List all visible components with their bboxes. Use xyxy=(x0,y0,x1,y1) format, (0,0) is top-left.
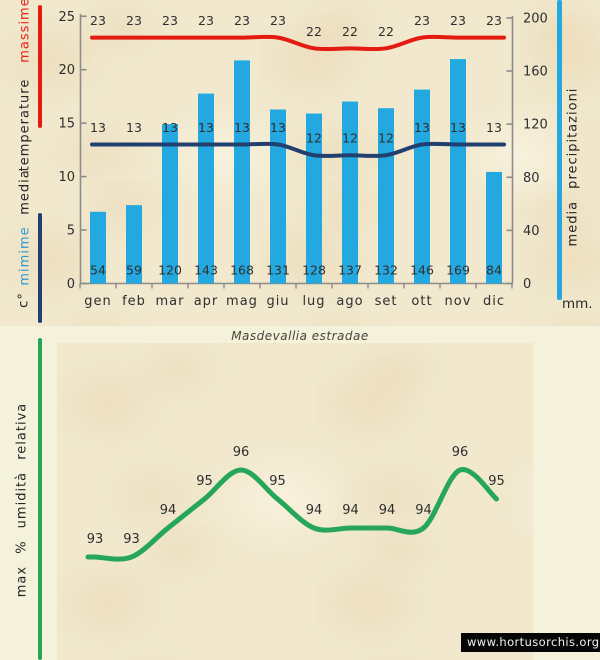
right-axis-tick-label: 80 xyxy=(523,171,540,186)
precipitation-bar xyxy=(342,101,358,284)
precipitation-value-label: 132 xyxy=(374,263,398,278)
left-axis-tick-label: 0 xyxy=(67,277,75,292)
humidity-line xyxy=(85,467,499,562)
min-temp-value-label: 13 xyxy=(234,120,250,135)
humidity-value-label: 95 xyxy=(196,474,213,489)
precipitation-value-label: 59 xyxy=(126,263,142,278)
precipitation-value-label: 168 xyxy=(230,263,254,278)
precipitation-bar xyxy=(90,211,106,284)
month-label: nov xyxy=(445,294,472,309)
precipitation-value-label: 54 xyxy=(90,263,106,278)
month-label: feb xyxy=(122,294,146,309)
max-temp-value-label: 23 xyxy=(234,13,250,28)
precipitation-bar xyxy=(198,93,214,284)
left-axis-tick-label: 5 xyxy=(67,224,75,239)
month-label: ott xyxy=(411,294,432,309)
max-temp-value-label: 23 xyxy=(126,13,142,28)
precipitation-value-label: 84 xyxy=(486,263,502,278)
right-axis-tick-label: 0 xyxy=(523,277,531,292)
max-temp-value-label: 23 xyxy=(198,13,214,28)
precipitation-bar xyxy=(126,205,142,284)
humidity-value-label: 96 xyxy=(233,445,250,460)
precipitation-bar xyxy=(270,109,286,284)
temperature-precipitation-chart: 25 20 15 10 5 0 200 160 120 80 40 0 23 23 23 23 23 23 22 22… xyxy=(58,10,548,309)
humidity-accent-bar xyxy=(38,338,42,660)
chart-title: Masdevallia estradae xyxy=(231,329,369,343)
month-label: mag xyxy=(226,294,258,309)
left-axis-tick-label: 25 xyxy=(58,10,75,25)
humidity-value-label: 94 xyxy=(379,503,396,518)
min-temp-value-label: 13 xyxy=(270,120,286,135)
min-temp-value-label: 12 xyxy=(378,131,394,146)
max-temp-value-label: 23 xyxy=(162,13,178,28)
precipitation-bar xyxy=(486,171,502,284)
humidity-value-label: 95 xyxy=(269,474,286,489)
max-temp-value-label: 22 xyxy=(378,24,394,39)
month-label: gen xyxy=(84,294,112,309)
precipitation-accent-bar xyxy=(557,0,562,300)
month-label: giu xyxy=(266,294,289,309)
left-axis-tick-label: 10 xyxy=(58,170,75,185)
max-temperature-line xyxy=(90,34,506,52)
right-axis-tick-label: 120 xyxy=(523,118,548,133)
humidity-value-label: 93 xyxy=(87,532,104,547)
max-temp-value-label: 22 xyxy=(342,24,358,39)
precipitation-bar xyxy=(234,60,250,284)
humidity-chart-panel xyxy=(57,343,533,660)
humidity-value-label: 96 xyxy=(452,445,469,460)
max-temp-value-label: 23 xyxy=(414,13,430,28)
humidity-chart: 93 93 94 95 96 95 94 94 94 94 96 95 xyxy=(85,445,505,562)
precipitation-value-label: 128 xyxy=(302,263,326,278)
right-axis-tick-label: 40 xyxy=(523,224,540,239)
humidity-value-label: 94 xyxy=(342,503,359,518)
right-axis-tick-label: 200 xyxy=(523,11,548,26)
humidity-value-label: 94 xyxy=(306,503,323,518)
min-temp-value-label: 13 xyxy=(486,120,502,135)
right-axis-tick-label: 160 xyxy=(523,65,548,80)
precipitation-bar xyxy=(162,124,178,284)
humidity-value-label: 95 xyxy=(488,474,505,489)
month-label: ago xyxy=(336,294,363,309)
precipitation-value-label: 146 xyxy=(410,263,434,278)
max-temp-value-label: 22 xyxy=(306,24,322,39)
min-temp-value-label: 13 xyxy=(126,120,142,135)
website-link[interactable]: www.hortusorchis.org xyxy=(461,633,600,652)
min-temp-value-label: 13 xyxy=(90,120,106,135)
precipitation-bar xyxy=(378,108,394,284)
min-temperature-line xyxy=(90,141,506,159)
precipitation-bar xyxy=(450,59,466,284)
min-temp-value-label: 13 xyxy=(198,120,214,135)
min-temp-value-label: 13 xyxy=(414,120,430,135)
min-temp-value-label: 13 xyxy=(450,120,466,135)
max-temperature-accent-bar xyxy=(38,5,42,128)
precipitation-bar xyxy=(414,89,430,284)
month-label: lug xyxy=(302,294,325,309)
month-label: mar xyxy=(156,294,185,309)
mm-unit-label: mm. xyxy=(562,296,593,312)
left-axis-tick-label: 15 xyxy=(58,117,75,132)
humidity-value-label: 94 xyxy=(415,503,432,518)
min-temperature-accent-bar xyxy=(38,213,42,323)
precipitation-value-label: 120 xyxy=(158,263,182,278)
month-label: set xyxy=(375,294,398,309)
humidity-value-label: 93 xyxy=(123,532,140,547)
min-temp-value-label: 12 xyxy=(306,131,322,146)
precipitation-value-label: 169 xyxy=(446,263,470,278)
max-temp-value-label: 23 xyxy=(486,13,502,28)
max-temp-value-label: 23 xyxy=(450,13,466,28)
humidity-value-label: 94 xyxy=(160,503,177,518)
max-temp-value-label: 23 xyxy=(270,13,286,28)
month-label: apr xyxy=(194,294,219,309)
precipitation-value-label: 131 xyxy=(266,263,290,278)
max-temp-value-label: 23 xyxy=(90,13,106,28)
month-label: dic xyxy=(483,294,505,309)
precipitation-value-label: 143 xyxy=(194,263,218,278)
min-temp-value-label: 13 xyxy=(162,120,178,135)
precipitation-value-label: 137 xyxy=(338,263,362,278)
min-temp-value-label: 12 xyxy=(342,131,358,146)
left-axis-tick-label: 20 xyxy=(58,63,75,78)
